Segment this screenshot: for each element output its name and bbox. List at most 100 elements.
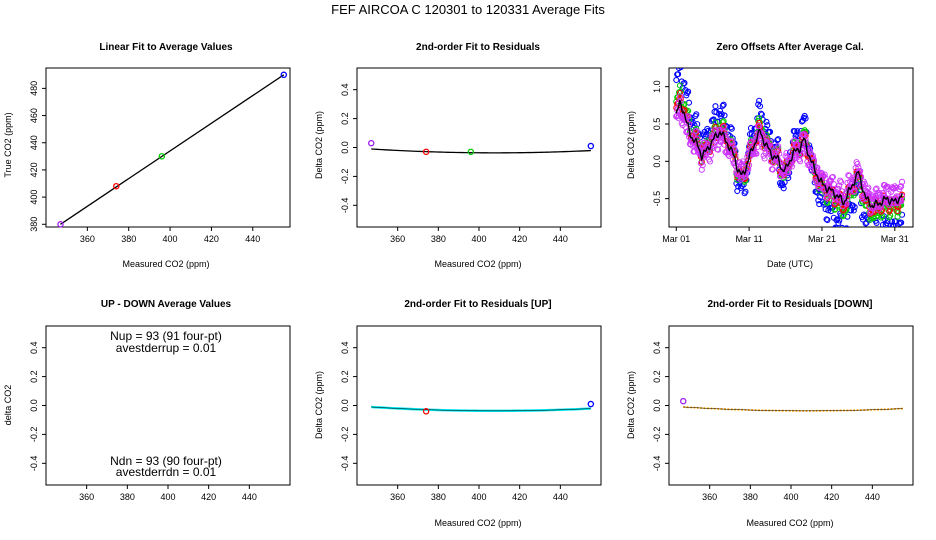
- series-point-purple: [800, 130, 807, 138]
- series-point-purple: [838, 179, 845, 186]
- data-point-blue: [280, 71, 288, 79]
- series-point-blue: [802, 115, 809, 122]
- series-point-blue: [839, 224, 845, 227]
- panel-residual-fit-down: 2nd-order Fit to Residuals [DOWN] Measur…: [626, 299, 914, 528]
- series-point-blue: [767, 128, 774, 135]
- data-point-green: [467, 148, 475, 156]
- x-tick-label: Mar 01: [662, 234, 690, 244]
- series-point-blue: [873, 219, 880, 226]
- series-point-blue: [863, 219, 870, 226]
- ndn-annotation: Ndn = 93 (90 four-pt): [110, 454, 222, 468]
- x-tick-label: 420: [204, 234, 219, 244]
- series-point-purple: [699, 162, 706, 169]
- series-point-purple: [823, 194, 830, 201]
- series-point-purple: [851, 188, 858, 195]
- nup-annotation: Nup = 93 (91 four-pt): [110, 329, 222, 343]
- x-tick-label: 420: [512, 492, 527, 502]
- series-point-blue: [862, 220, 869, 227]
- series-point-purple: [698, 166, 705, 173]
- series-point-purple: [850, 188, 857, 196]
- series-point-blue: [720, 101, 727, 108]
- y-tick-label: -0.4: [340, 198, 350, 214]
- y-tick-label: 0.2: [652, 370, 662, 383]
- data-point-red: [113, 182, 120, 190]
- y-tick-label: 480: [29, 81, 39, 96]
- fit-curve-core: [371, 406, 591, 412]
- series-point-purple: [801, 131, 808, 138]
- series-point-blue: [843, 225, 850, 227]
- x-tick-label: 360: [79, 492, 94, 502]
- y-tick-label: 0.2: [340, 112, 350, 125]
- y-tick-label: -0.5: [652, 191, 662, 207]
- series-point-purple: [864, 188, 871, 196]
- panel-title: 2nd-order Fit to Residuals [UP]: [404, 299, 551, 310]
- series-point-blue: [693, 111, 700, 118]
- data-layer: [60, 74, 285, 225]
- y-tick-label: 440: [29, 135, 39, 150]
- series-point-purple: [873, 185, 880, 192]
- y-tick-label: 0.5: [652, 118, 662, 131]
- series-point-blue: [719, 102, 726, 109]
- panel-title: Zero Offsets After Average Cal.: [716, 42, 863, 53]
- x-tick-label: 360: [702, 492, 717, 502]
- series-point-blue: [721, 112, 728, 119]
- series-point-purple: [899, 192, 906, 200]
- x-tick-label: 400: [163, 234, 178, 244]
- series-point-purple: [723, 134, 730, 142]
- series-point-blue: [755, 101, 762, 108]
- x-tick-label: 380: [431, 492, 446, 502]
- series-point-red: [839, 207, 846, 214]
- series-point-blue: [774, 137, 781, 144]
- series-point-purple: [776, 150, 783, 157]
- y-tick-label: 400: [29, 190, 39, 205]
- series-point-purple: [831, 199, 838, 206]
- series-point-blue: [832, 225, 838, 227]
- series-point-green: [850, 192, 857, 199]
- data-point-purple: [57, 221, 64, 228]
- series-point-purple: [756, 123, 763, 130]
- series-point-blue: [681, 79, 688, 87]
- series-point-purple: [783, 150, 790, 157]
- fit-curve-core: [683, 406, 903, 412]
- series-point-purple: [737, 176, 744, 183]
- x-tick-label: 380: [121, 234, 136, 244]
- series-point-blue: [675, 68, 683, 72]
- series-point-purple: [865, 184, 872, 191]
- series-point-red: [895, 204, 902, 211]
- series-point-blue: [780, 185, 787, 192]
- series-point-purple: [854, 160, 861, 168]
- series-point-blue: [677, 68, 684, 71]
- series-point-purple: [767, 139, 774, 146]
- series-point-purple: [727, 139, 734, 146]
- series-point-purple: [769, 166, 776, 173]
- y-tick-label: 0.2: [29, 370, 39, 383]
- y-tick-label: 0.0: [652, 155, 662, 168]
- x-tick-label: 420: [824, 492, 839, 502]
- x-tick-label: 380: [431, 234, 446, 244]
- y-tick-label: 0.0: [340, 141, 350, 154]
- series-point-purple: [798, 146, 805, 153]
- series-point-purple: [788, 163, 795, 170]
- series-point-green: [839, 213, 846, 220]
- x-tick-label: 400: [783, 492, 798, 502]
- series-point-blue: [763, 118, 770, 125]
- data-point-green: [158, 153, 166, 160]
- series-point-purple: [807, 163, 814, 170]
- x-tick-label: 420: [512, 234, 527, 244]
- series-point-purple: [753, 150, 760, 157]
- series-point-red: [894, 207, 901, 215]
- x-tick-label: Mar 11: [735, 234, 762, 244]
- series-point-purple: [898, 183, 905, 190]
- series-point-blue: [728, 125, 735, 132]
- series-point-purple: [855, 164, 862, 171]
- series-point-purple: [844, 179, 851, 186]
- y-axis-label: True CO2 (ppm): [3, 112, 13, 177]
- series-point-red: [756, 119, 763, 126]
- y-tick-label: 0.4: [652, 341, 662, 354]
- fit-curve: [371, 148, 591, 154]
- panel-residual-fit: 2nd-order Fit to Residuals Measured CO2 …: [314, 42, 602, 269]
- data-point-blue: [587, 142, 595, 150]
- series-point-blue: [764, 122, 771, 129]
- y-axis-label: Delta CO2 (ppm): [626, 371, 636, 439]
- x-tick-label: 440: [553, 234, 568, 244]
